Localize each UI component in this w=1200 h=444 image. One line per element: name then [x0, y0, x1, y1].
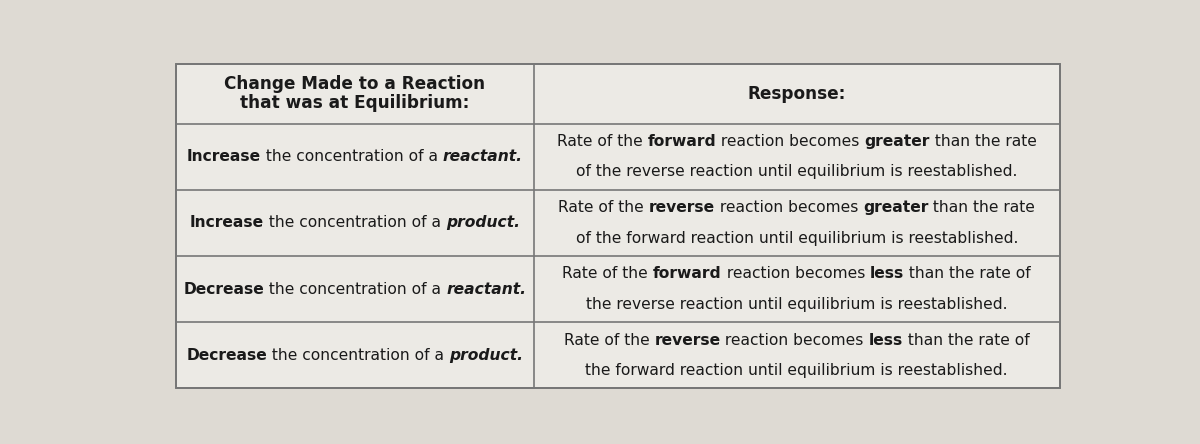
Text: reactant.: reactant. [443, 149, 523, 164]
Text: reaction becomes: reaction becomes [716, 134, 864, 149]
Text: than the rate of: than the rate of [904, 266, 1031, 281]
Text: of the reverse reaction until equilibrium is reestablished.: of the reverse reaction until equilibriu… [576, 164, 1018, 179]
Text: reverse: reverse [649, 200, 715, 215]
Text: than the rate of: than the rate of [902, 333, 1030, 348]
Text: less: less [870, 266, 904, 281]
Text: reactant.: reactant. [446, 281, 527, 297]
Text: greater: greater [863, 200, 929, 215]
Text: Increase: Increase [190, 215, 264, 230]
Text: the concentration of a: the concentration of a [264, 281, 446, 297]
Text: the reverse reaction until equilibrium is reestablished.: the reverse reaction until equilibrium i… [586, 297, 1008, 312]
Text: Increase: Increase [187, 149, 262, 164]
Text: that was at Equilibrium:: that was at Equilibrium: [240, 94, 469, 112]
Text: product.: product. [449, 348, 523, 363]
Text: the forward reaction until equilibrium is reestablished.: the forward reaction until equilibrium i… [586, 363, 1008, 378]
Text: Response:: Response: [748, 84, 846, 103]
Text: Decrease: Decrease [184, 281, 264, 297]
Text: of the forward reaction until equilibrium is reestablished.: of the forward reaction until equilibriu… [576, 230, 1018, 246]
Text: Rate of the: Rate of the [558, 200, 649, 215]
Text: than the rate: than the rate [929, 200, 1036, 215]
Text: reaction becomes: reaction becomes [721, 266, 870, 281]
Text: Rate of the: Rate of the [563, 266, 653, 281]
Text: the concentration of a: the concentration of a [264, 215, 446, 230]
Text: reverse: reverse [654, 333, 720, 348]
Text: product.: product. [446, 215, 520, 230]
Text: forward: forward [653, 266, 721, 281]
Text: Decrease: Decrease [187, 348, 268, 363]
Text: Rate of the: Rate of the [557, 134, 648, 149]
Text: Rate of the: Rate of the [564, 333, 654, 348]
Text: forward: forward [648, 134, 716, 149]
Text: greater: greater [864, 134, 930, 149]
Text: reaction becomes: reaction becomes [715, 200, 863, 215]
Text: less: less [869, 333, 902, 348]
Text: than the rate: than the rate [930, 134, 1037, 149]
Text: the concentration of a: the concentration of a [268, 348, 449, 363]
Text: Change Made to a Reaction: Change Made to a Reaction [224, 75, 486, 93]
Text: the concentration of a: the concentration of a [262, 149, 443, 164]
Text: reaction becomes: reaction becomes [720, 333, 869, 348]
